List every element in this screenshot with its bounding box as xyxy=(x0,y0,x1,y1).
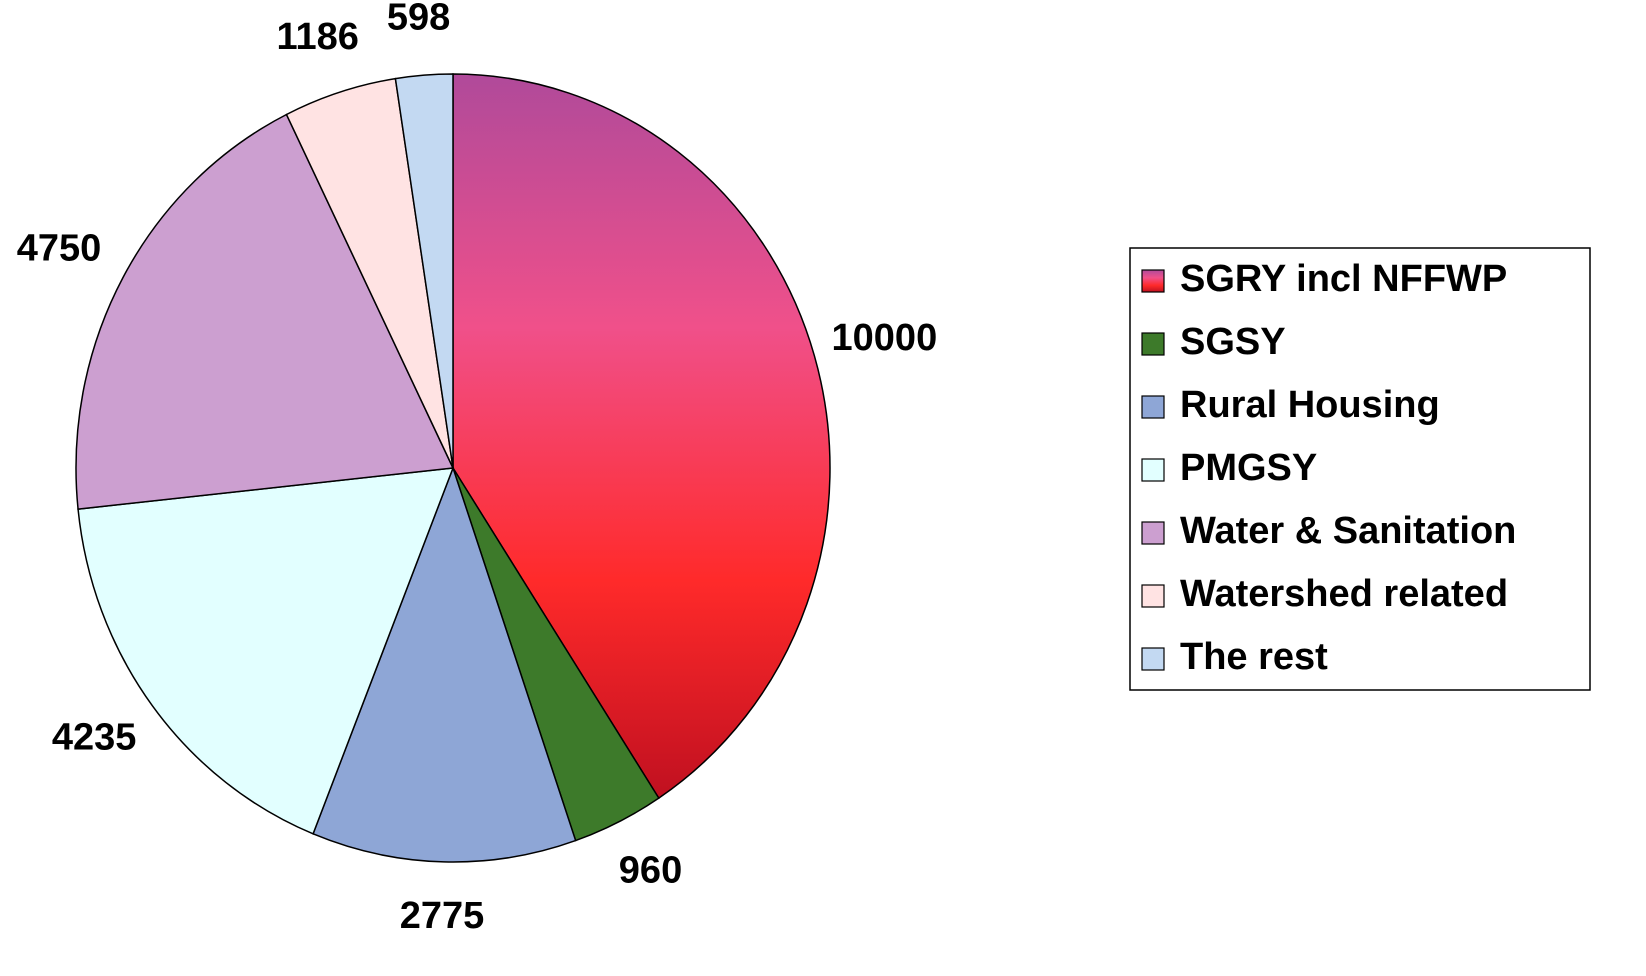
legend-swatch xyxy=(1141,332,1165,356)
pie-slice xyxy=(394,73,454,469)
legend-swatch xyxy=(1141,584,1165,608)
data-label: 1186 xyxy=(276,16,358,58)
legend-swatch xyxy=(1141,269,1165,293)
legend-label: SGSY xyxy=(1180,321,1286,363)
legend-label: Watershed related xyxy=(1180,573,1508,615)
data-label: 960 xyxy=(619,849,682,891)
legend-label: Rural Housing xyxy=(1180,384,1440,426)
pie: 10000 960 2775 4235 4750 1186 598 xyxy=(17,0,937,937)
legend-swatch xyxy=(1141,521,1165,545)
legend-label: SGRY incl NFFWP xyxy=(1180,258,1507,300)
data-label: 4750 xyxy=(17,228,102,270)
pie-slice xyxy=(312,465,577,863)
pie-slice xyxy=(452,73,831,800)
legend-label: PMGSY xyxy=(1180,447,1317,489)
legend-swatch xyxy=(1141,458,1165,482)
legend-box xyxy=(1129,247,1591,691)
data-label: 598 xyxy=(387,0,450,38)
legend: SGRY incl NFFWP SGSY Rural Housing PMGSY Wat… xyxy=(1141,258,1516,678)
legend-label: Water & Sanitation xyxy=(1180,510,1516,552)
data-label: 4235 xyxy=(52,716,137,758)
data-label: 10000 xyxy=(832,317,938,359)
pie-slice xyxy=(75,113,455,510)
legend-swatch xyxy=(1141,647,1165,671)
legend-label: The rest xyxy=(1180,636,1328,678)
legend-swatch xyxy=(1141,395,1165,419)
pie-slice xyxy=(77,467,455,835)
data-label: 2775 xyxy=(400,895,485,937)
